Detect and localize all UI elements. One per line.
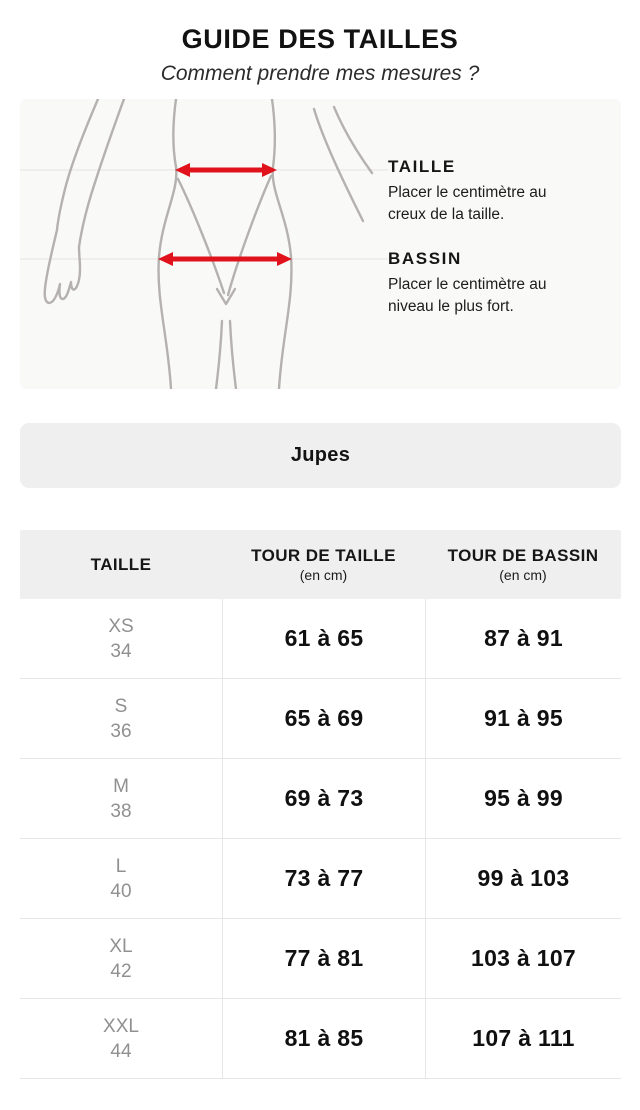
hips-cell: 91 à 95 xyxy=(425,679,621,758)
size-number: 38 xyxy=(110,800,132,822)
waist-cell: 73 à 77 xyxy=(222,839,425,918)
column-header-tour-de-bassin: TOUR DE BASSIN (en cm) xyxy=(425,545,621,584)
waist-range: 81 à 85 xyxy=(284,1025,364,1051)
size-cell: XXL 44 xyxy=(20,999,222,1078)
waist-measure-arrow xyxy=(175,163,277,177)
size-cell: S 36 xyxy=(20,679,222,758)
hips-measure-arrow xyxy=(158,252,292,266)
measurement-illustration-panel: TAILLE Placer le centimètre au creux de … xyxy=(20,99,621,389)
measure-guide-lines xyxy=(20,169,388,260)
hips-cell: 103 à 107 xyxy=(425,919,621,998)
size-label: XXL xyxy=(103,1015,139,1037)
hips-range: 87 à 91 xyxy=(484,625,563,651)
column-header-label: TAILLE xyxy=(90,555,152,574)
column-header-label: TOUR DE BASSIN xyxy=(447,546,599,565)
size-label: XS xyxy=(108,615,134,637)
size-number: 44 xyxy=(110,1040,132,1062)
size-table: TAILLE TOUR DE TAILLE (en cm) TOUR DE BA… xyxy=(20,530,621,1079)
body-measurement-illustration xyxy=(20,99,388,389)
waist-cell: 77 à 81 xyxy=(222,919,425,998)
waist-cell: 81 à 85 xyxy=(222,999,425,1078)
size-label: XL xyxy=(109,935,133,957)
hips-cell: 87 à 91 xyxy=(425,599,621,678)
waist-range: 65 à 69 xyxy=(284,705,364,731)
waist-cell: 69 à 73 xyxy=(222,759,425,838)
hips-cell: 107 à 111 xyxy=(425,999,621,1078)
size-cell: XL 42 xyxy=(20,919,222,998)
page-subtitle: Comment prendre mes mesures ? xyxy=(160,62,480,85)
note-bassin: BASSIN Placer le centimètre au niveau le… xyxy=(388,248,584,318)
column-header-taille: TAILLE xyxy=(20,554,222,575)
column-header-sub: (en cm) xyxy=(499,567,547,583)
table-row-xs: XS 34 61 à 65 87 à 91 xyxy=(20,599,621,679)
category-bar-jupes[interactable]: Jupes xyxy=(20,423,621,488)
waist-range: 73 à 77 xyxy=(284,865,364,891)
size-number: 34 xyxy=(110,640,132,662)
waist-cell: 61 à 65 xyxy=(222,599,425,678)
note-bassin-description: Placer le centimètre au niveau le plus f… xyxy=(388,276,547,315)
note-taille: TAILLE Placer le centimètre au creux de … xyxy=(388,156,584,226)
size-guide-page: GUIDE DES TAILLES Comment prendre mes me… xyxy=(0,0,640,1079)
size-cell: XS 34 xyxy=(20,599,222,678)
size-label: S xyxy=(114,695,128,717)
size-number: 40 xyxy=(110,880,132,902)
body-outline xyxy=(43,99,374,389)
hips-cell: 95 à 99 xyxy=(425,759,621,838)
size-label: L xyxy=(115,855,127,877)
size-number: 36 xyxy=(110,720,132,742)
table-row-xl: XL 42 77 à 81 103 à 107 xyxy=(20,919,621,999)
size-table-header: TAILLE TOUR DE TAILLE (en cm) TOUR DE BA… xyxy=(20,530,621,599)
page-header: GUIDE DES TAILLES Comment prendre mes me… xyxy=(0,0,640,86)
waist-cell: 65 à 69 xyxy=(222,679,425,758)
hips-range: 103 à 107 xyxy=(470,945,577,971)
note-taille-label: TAILLE xyxy=(388,157,456,176)
table-row-l: L 40 73 à 77 99 à 103 xyxy=(20,839,621,919)
size-number: 42 xyxy=(110,960,132,982)
table-row-m: M 38 69 à 73 95 à 99 xyxy=(20,759,621,839)
note-bassin-label: BASSIN xyxy=(388,249,462,268)
measurement-notes: TAILLE Placer le centimètre au creux de … xyxy=(388,99,584,318)
table-row-xxl: XXL 44 81 à 85 107 à 111 xyxy=(20,999,621,1079)
column-header-tour-de-taille: TOUR DE TAILLE (en cm) xyxy=(222,545,425,584)
hips-range: 95 à 99 xyxy=(484,785,563,811)
size-cell: M 38 xyxy=(20,759,222,838)
waist-range: 61 à 65 xyxy=(284,625,364,651)
size-label: M xyxy=(113,775,129,797)
table-row-s: S 36 65 à 69 91 à 95 xyxy=(20,679,621,759)
size-cell: L 40 xyxy=(20,839,222,918)
waist-range: 69 à 73 xyxy=(284,785,364,811)
column-header-label: TOUR DE TAILLE xyxy=(251,546,396,565)
hips-range: 91 à 95 xyxy=(484,705,563,731)
hips-cell: 99 à 103 xyxy=(425,839,621,918)
waist-range: 77 à 81 xyxy=(284,945,364,971)
page-title: GUIDE DES TAILLES xyxy=(181,24,459,54)
category-bar-label: Jupes xyxy=(290,444,351,466)
note-taille-description: Placer le centimètre au creux de la tail… xyxy=(388,184,547,223)
hips-range: 99 à 103 xyxy=(477,865,570,891)
column-header-sub: (en cm) xyxy=(299,567,348,583)
hips-range: 107 à 111 xyxy=(472,1025,575,1051)
